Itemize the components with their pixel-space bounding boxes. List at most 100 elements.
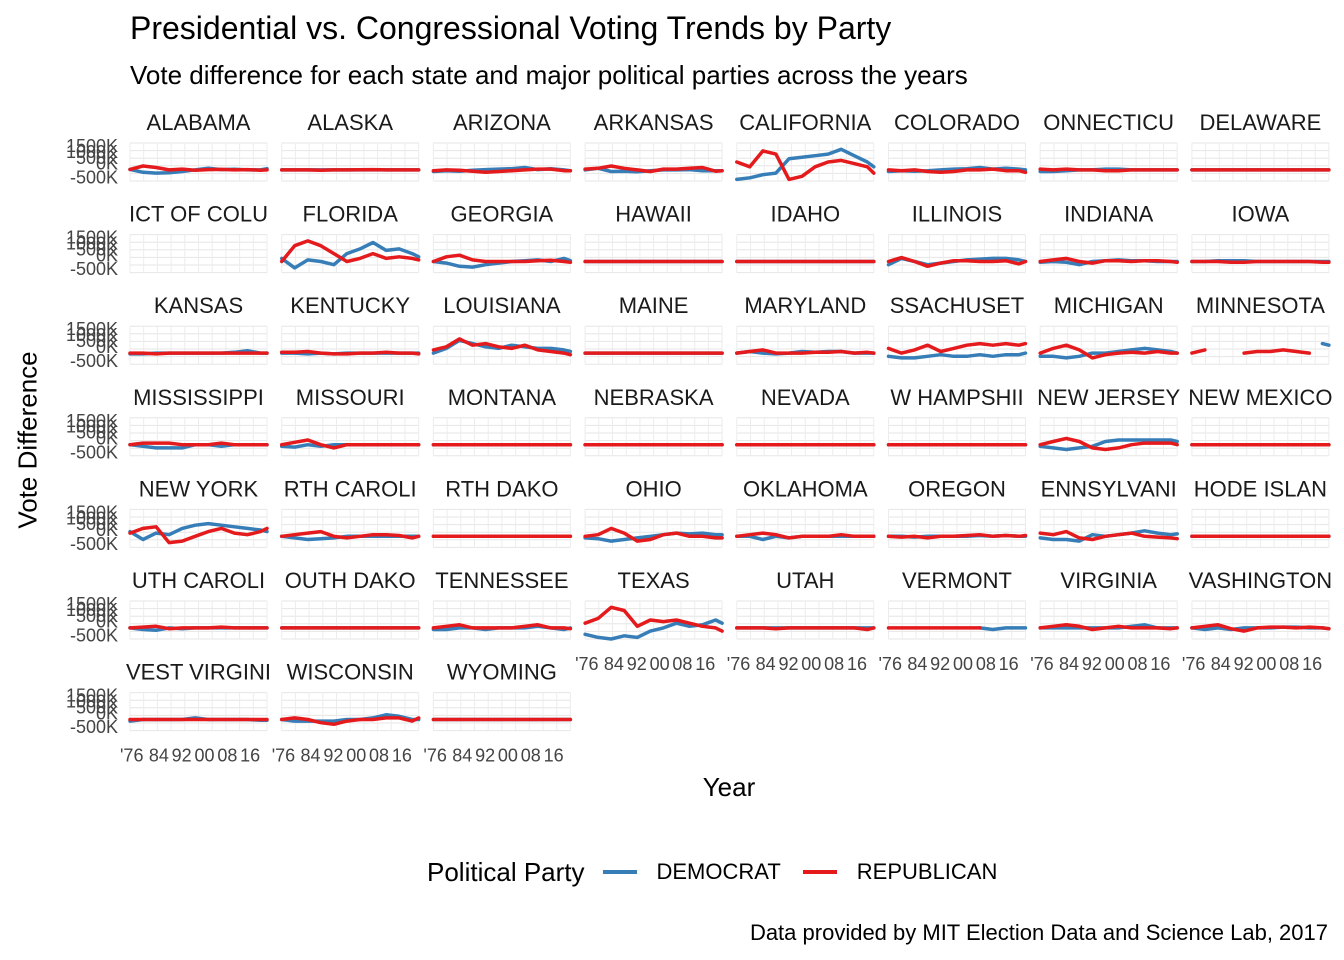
facet-panel-arkansas: ARKANSAS [583, 110, 724, 182]
facet-panel-illinois: ILLINOIS [886, 202, 1028, 274]
facet-label: UTH CAROLI [132, 568, 265, 593]
facet-label: IDAHO [770, 202, 840, 227]
series-line-republican [431, 337, 573, 357]
series-line-republican [1038, 256, 1179, 265]
facet-panel-ennsylvani: ENNSYLVANI [1038, 476, 1179, 548]
x-tick-label: 00 [650, 654, 670, 674]
facet-panel-vashington: VASHINGTON '76 84 92 00 08 16 [1182, 568, 1332, 674]
series-line-republican [128, 441, 269, 447]
facet-panel-florida: FLORIDA [279, 202, 421, 274]
facet-panel-rth-dako: RTH DAKO [431, 476, 573, 548]
facet-label: WYOMING [447, 660, 557, 685]
x-tick-label: 16 [392, 746, 412, 766]
facet-panel-hawaii: HAWAII [583, 202, 724, 274]
facet-label: VERMONT [902, 568, 1012, 593]
y-tick-label: 500K [76, 148, 118, 168]
x-tick-label: '76 [120, 746, 143, 766]
x-tick-label: 84 [301, 746, 321, 766]
series-line-republican [279, 349, 421, 356]
facet-panel-oklahoma: OKLAHOMA [735, 476, 876, 548]
facet-label: ARIZONA [453, 110, 551, 135]
y-tick-label: 1000K [66, 233, 118, 253]
x-tick-label: 92 [627, 654, 647, 674]
y-tick-label: 1500K [66, 228, 118, 248]
legend-label-democrat: DEMOCRAT [656, 859, 781, 884]
facet-label: OKLAHOMA [743, 476, 868, 501]
series-line-republican [128, 624, 269, 631]
y-tick-label: 1000K [66, 142, 118, 162]
x-tick-label: 92 [323, 746, 343, 766]
series-line-democrat [128, 521, 269, 542]
y-tick-label: 500K [76, 423, 118, 443]
facet-label: WISCONSIN [287, 660, 414, 685]
y-tick-label: 1500K [66, 136, 118, 156]
series-line-republican [1038, 529, 1179, 542]
facet-panel-onnecticu: ONNECTICU [1038, 110, 1179, 182]
facet-panel-arizona: ARIZONA [431, 110, 573, 182]
facet-panel-w-hampshii: W HAMPSHII [886, 385, 1028, 457]
facet-panel-nevada: NEVADA [735, 385, 876, 457]
y-tick-label: 0K [96, 703, 118, 723]
facet-panel-minnesota: MINNESOTA [1190, 293, 1331, 365]
facet-panel-wisconsin: WISCONSIN '76 84 92 00 08 16 [272, 660, 421, 766]
series-line-republican [1190, 623, 1331, 633]
y-tick-label: 0K [96, 520, 118, 540]
series-line-democrat [279, 240, 421, 270]
series-line-democrat [978, 626, 1028, 632]
y-tick-label: 1000K [66, 600, 118, 620]
series-line-republican [583, 164, 724, 174]
facet-panel-outh-dako: OUTH DAKO [279, 568, 421, 640]
facet-label: ALASKA [307, 110, 393, 135]
facet-label: NEW MEXICO [1188, 385, 1332, 410]
y-tick-label: 1000K [66, 508, 118, 528]
series-line-democrat [1320, 341, 1331, 347]
facet-label: MISSOURI [296, 385, 405, 410]
x-tick-label: '76 [575, 654, 598, 674]
y-tick-label: -500K [70, 534, 118, 554]
series-line-republican [583, 605, 724, 633]
series-line-republican [279, 167, 421, 172]
x-tick-label: 00 [801, 654, 821, 674]
x-tick-label: '76 [423, 746, 446, 766]
series-line-republican [886, 255, 1028, 269]
facet-label: CALIFORNIA [739, 110, 871, 135]
x-tick-label: 08 [1279, 654, 1299, 674]
facet-label: FLORIDA [303, 202, 399, 227]
y-tick-label: -500K [70, 626, 118, 646]
x-tick-label: 84 [1211, 654, 1231, 674]
facet-panel-new-jersey: NEW JERSEY [1037, 385, 1181, 457]
facet-label: NEW YORK [139, 476, 259, 501]
facet-label: COLORADO [894, 110, 1020, 135]
series-line-republican [1038, 343, 1179, 360]
chart-subtitle: Vote difference for each state and major… [130, 60, 968, 90]
x-tick-label: 00 [1105, 654, 1125, 674]
facet-panel-utah: UTAH '76 84 92 00 08 16 [727, 568, 876, 674]
facet-label: ARKANSAS [594, 110, 714, 135]
series-line-republican [431, 167, 573, 175]
facet-label: VIRGINIA [1060, 568, 1157, 593]
x-tick-label: '76 [272, 746, 295, 766]
series-line-republican [1038, 167, 1179, 173]
facet-label: ICT OF COLU [129, 202, 268, 227]
facet-panel-virginia: VIRGINIA '76 84 92 00 08 16 [1030, 568, 1179, 674]
facet-panel-new-mexico: NEW MEXICO [1188, 385, 1333, 457]
y-tick-label: 1000K [66, 325, 118, 345]
series-line-republican [279, 716, 421, 727]
legend-key-republican [802, 870, 837, 874]
x-tick-label: 84 [756, 654, 776, 674]
facet-label: MINNESOTA [1196, 293, 1325, 318]
facet-label: OUTH DAKO [285, 568, 416, 593]
y-tick-label: 0K [96, 154, 118, 174]
x-tick-label: 08 [1128, 654, 1148, 674]
y-tick-label: 0K [96, 428, 118, 448]
facet-panel-idaho: IDAHO [735, 202, 876, 274]
facet-label: KANSAS [154, 293, 243, 318]
series-line-republican [431, 623, 573, 631]
series-line-republican [279, 529, 421, 540]
facet-label: W HAMPSHII [890, 385, 1023, 410]
facet-panel-vermont: VERMONT '76 84 92 00 08 16 [879, 568, 1028, 674]
series-line-democrat [583, 618, 724, 641]
